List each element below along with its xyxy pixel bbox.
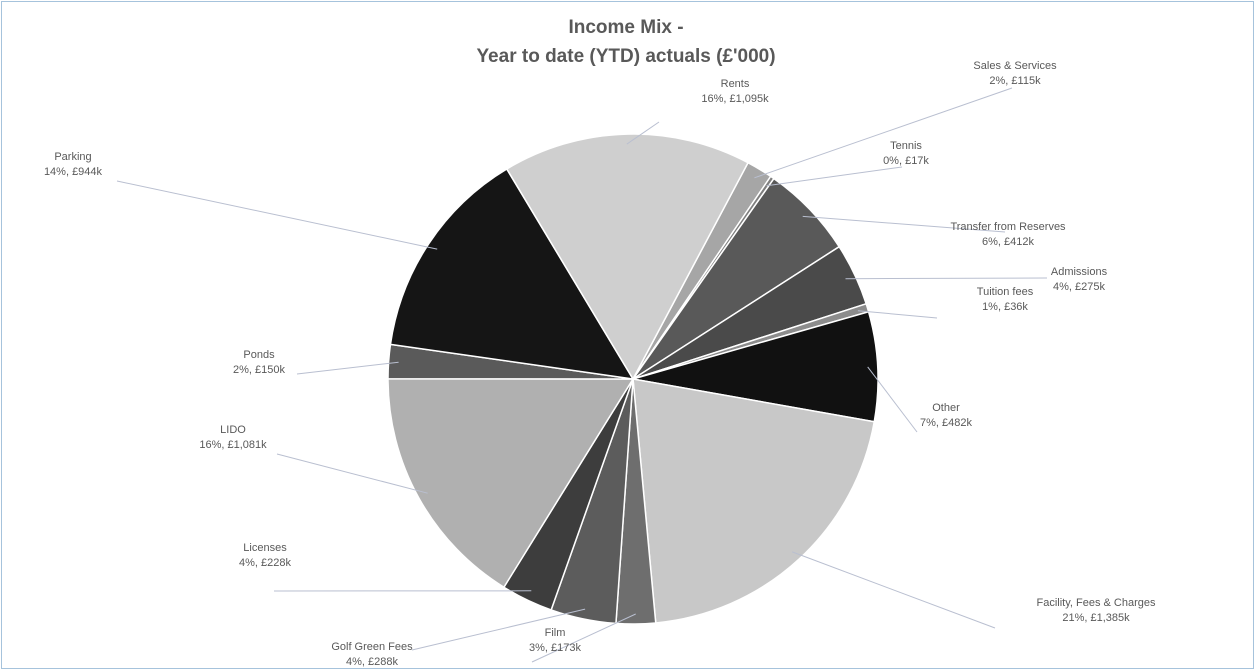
- pie-slice-facility-fees-charges: [632, 378, 876, 624]
- leader-line: [276, 453, 428, 494]
- slice-name-label: Rents: [721, 78, 750, 90]
- pie-slice-lido: [387, 378, 635, 589]
- slice-value-label: 4%, £288k: [346, 656, 398, 668]
- slice-name-label: Admissions: [1051, 266, 1108, 278]
- leader-line: [792, 551, 996, 629]
- slice-value-label: 16%, £1,081k: [199, 439, 267, 451]
- slice-value-label: 21%, £1,385k: [1062, 612, 1130, 624]
- data-labels: Sales & Services 2%, £115k Tennis 0%, £17k T…: [44, 60, 1156, 668]
- slice-value-label: 2%, £150k: [233, 364, 285, 376]
- slice-name-label: Tuition fees: [977, 286, 1034, 298]
- slice-value-label: 7%, £482k: [920, 417, 972, 429]
- slice-value-label: 4%, £228k: [239, 557, 291, 569]
- slice-name-label: Licenses: [243, 542, 287, 554]
- pie-slice-other: [632, 310, 879, 423]
- leader-line: [411, 608, 586, 651]
- slice-name-label: Golf Green Fees: [331, 641, 413, 653]
- leader-line: [857, 310, 938, 319]
- slice-name-label: LIDO: [220, 424, 246, 436]
- pie-slice-parking: [389, 167, 635, 380]
- leader-line: [845, 277, 1048, 280]
- chart-title-line2: Year to date (YTD) actuals (£'000): [476, 46, 775, 67]
- pie-slice-rents: [505, 133, 750, 381]
- slice-value-label: 6%, £412k: [982, 236, 1034, 248]
- slice-value-label: 1%, £36k: [982, 301, 1028, 313]
- leader-line: [116, 180, 438, 250]
- leader-lines: [116, 87, 1048, 663]
- slice-name-label: Ponds: [243, 349, 275, 361]
- slice-name-label: Sales & Services: [973, 60, 1057, 72]
- leader-line: [531, 613, 636, 663]
- slice-name-label: Tennis: [890, 140, 922, 152]
- leader-line: [754, 87, 1013, 179]
- slice-name-label: Transfer from Reserves: [950, 221, 1066, 233]
- slice-value-label: 2%, £115k: [989, 75, 1041, 87]
- slice-name-label: Film: [545, 627, 566, 639]
- chart-title-line1: Income Mix -: [568, 17, 683, 38]
- leader-line: [296, 361, 399, 375]
- leader-line: [626, 121, 660, 145]
- leader-line: [802, 215, 1006, 233]
- slice-name-label: Parking: [54, 151, 91, 163]
- leader-line: [867, 366, 918, 433]
- slice-value-label: 4%, £275k: [1053, 281, 1105, 293]
- slice-name-label: Other: [932, 402, 960, 414]
- slice-value-label: 16%, £1,095k: [701, 93, 769, 105]
- slice-name-label: Facility, Fees & Charges: [1036, 597, 1156, 609]
- slice-value-label: 0%, £17k: [883, 155, 929, 167]
- leader-line: [766, 166, 903, 187]
- pie-slices: [387, 133, 879, 625]
- slice-value-label: 14%, £944k: [44, 166, 103, 178]
- slice-value-label: 3%, £173k: [529, 642, 581, 654]
